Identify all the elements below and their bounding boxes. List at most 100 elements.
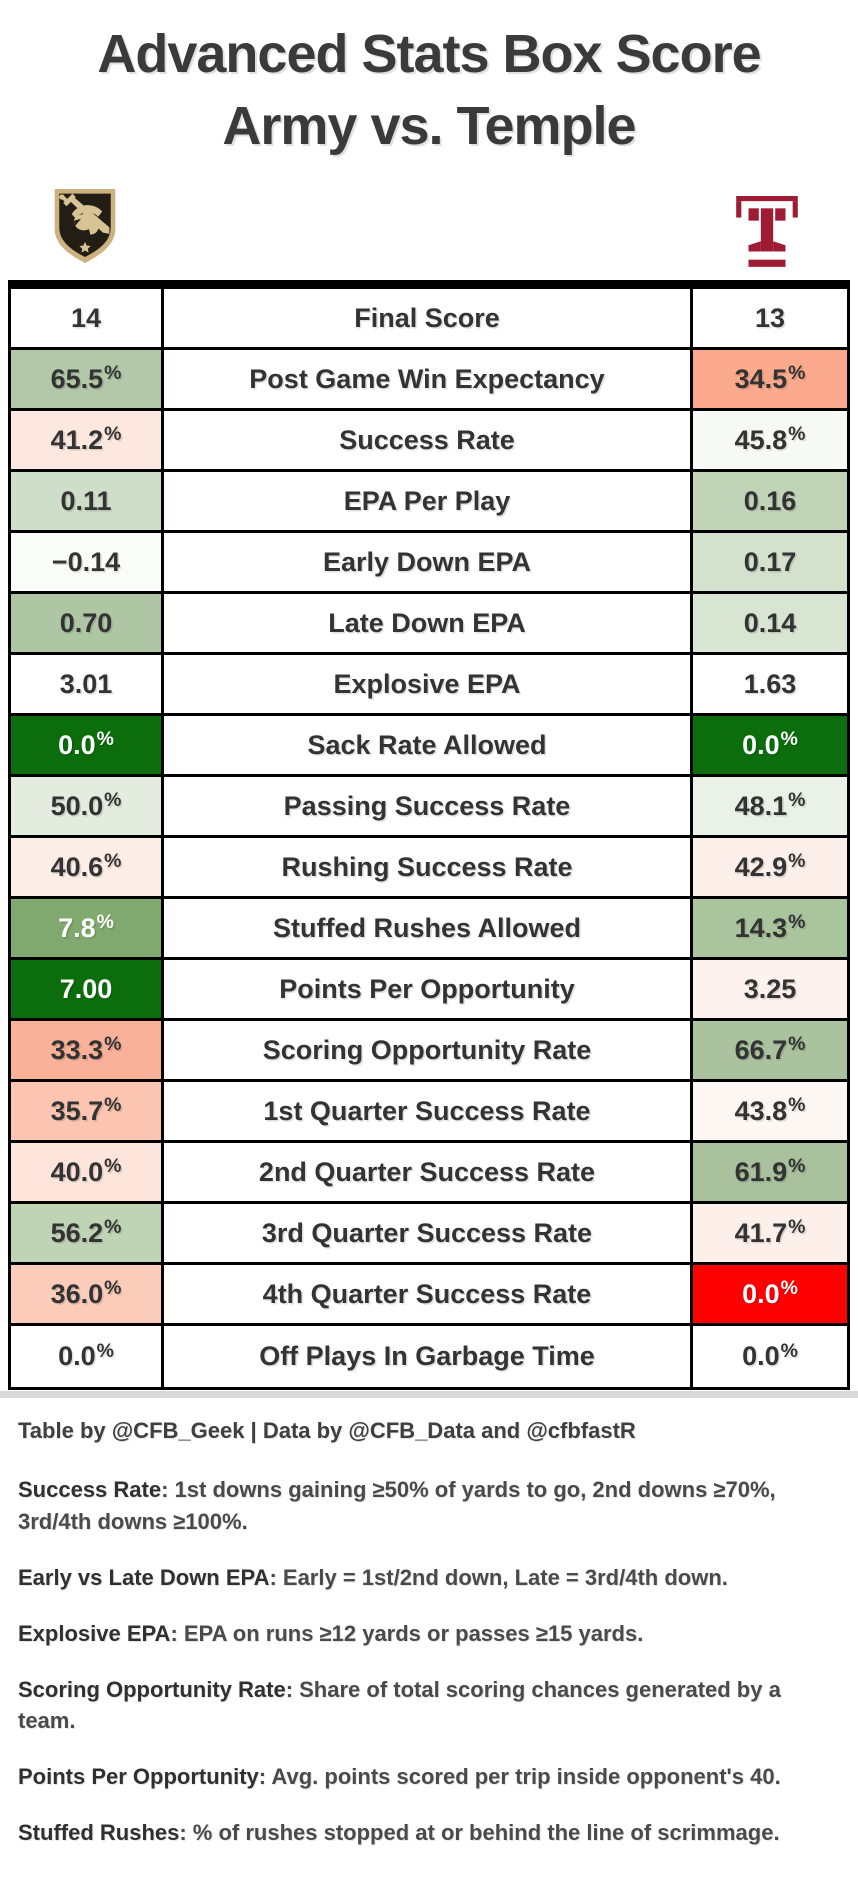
- footnote-text: : Avg. points scored per trip inside opp…: [258, 1764, 781, 1790]
- table-row: 0.0% Off Plays In Garbage Time 0.0%: [11, 1326, 847, 1387]
- footnote: Early vs Late Down EPA: Early = 1st/2nd …: [18, 1562, 818, 1594]
- stat-label-cell: 1st Quarter Success Rate: [164, 1082, 693, 1140]
- footnote-term: Success Rate: [18, 1477, 162, 1502]
- stat-label-cell: Explosive EPA: [164, 655, 693, 713]
- army-value-cell: 0.11: [11, 472, 164, 530]
- army-value-cell: 3.01: [11, 655, 164, 713]
- footnote: Points Per Opportunity: Avg. points scor…: [18, 1761, 818, 1793]
- army-value-cell: 0.0%: [11, 1326, 164, 1387]
- table-row: 3.01 Explosive EPA 1.63: [11, 655, 847, 716]
- footnote-text: : Share of total scoring chances generat…: [18, 1676, 781, 1734]
- table-row: 40.6% Rushing Success Rate 42.9%: [11, 838, 847, 899]
- temple-value-cell: 0.16: [693, 472, 847, 530]
- footnote-text: : EPA on runs ≥12 yards or passes ≥15 ya…: [170, 1620, 644, 1646]
- army-value-cell: 7.8%: [11, 899, 164, 957]
- army-value-cell: 56.2%: [11, 1204, 164, 1262]
- table-row: 33.3% Scoring Opportunity Rate 66.7%: [11, 1021, 847, 1082]
- temple-value-cell: 13: [693, 289, 847, 347]
- army-value-cell: 65.5%: [11, 350, 164, 408]
- stats-table: 14 Final Score 13 65.5% Post Game Win Ex…: [8, 280, 850, 1390]
- temple-value-cell: 34.5%: [693, 350, 847, 408]
- footnote-term: Early vs Late Down EPA: [18, 1564, 270, 1590]
- stat-label-cell: 4th Quarter Success Rate: [164, 1265, 693, 1323]
- footnote: Explosive EPA: EPA on runs ≥12 yards or …: [18, 1618, 818, 1650]
- footnote: Success Rate: 1st downs gaining ≥50% of …: [18, 1474, 818, 1538]
- temple-value-cell: 43.8%: [693, 1082, 847, 1140]
- temple-value-cell: 42.9%: [693, 838, 847, 896]
- stat-label-cell: Points Per Opportunity: [164, 960, 693, 1018]
- footnote-term: Stuffed Rushes: [18, 1820, 180, 1846]
- stat-label-cell: Stuffed Rushes Allowed: [164, 899, 693, 957]
- temple-value-cell: 0.0%: [693, 1326, 847, 1387]
- table-row: 41.2% Success Rate 45.8%: [11, 411, 847, 472]
- stat-label-cell: Sack Rate Allowed: [164, 716, 693, 774]
- table-row: 0.11 EPA Per Play 0.16: [11, 472, 847, 533]
- table-row: 14 Final Score 13: [11, 289, 847, 350]
- temple-value-cell: 0.0%: [693, 1265, 847, 1323]
- temple-value-cell: 45.8%: [693, 411, 847, 469]
- table-row: 7.8% Stuffed Rushes Allowed 14.3%: [11, 899, 847, 960]
- army-value-cell: 0.70: [11, 594, 164, 652]
- temple-logo: [736, 196, 798, 267]
- stat-label-cell: Scoring Opportunity Rate: [164, 1021, 693, 1079]
- team-logos-row: [0, 162, 858, 280]
- stat-label-cell: Final Score: [164, 289, 693, 347]
- table-row: 0.0% Sack Rate Allowed 0.0%: [11, 716, 847, 777]
- table-row: 7.00 Points Per Opportunity 3.25: [11, 960, 847, 1021]
- table-row: 0.70 Late Down EPA 0.14: [11, 594, 847, 655]
- army-value-cell: 33.3%: [11, 1021, 164, 1079]
- table-row: 50.0% Passing Success Rate 48.1%: [11, 777, 847, 838]
- footnote-term: Scoring Opportunity Rate: [18, 1676, 286, 1702]
- army-value-cell: 40.6%: [11, 838, 164, 896]
- stat-label-cell: Early Down EPA: [164, 533, 693, 591]
- army-logo: [54, 189, 116, 263]
- table-row: 36.0% 4th Quarter Success Rate 0.0%: [11, 1265, 847, 1326]
- stat-label-cell: Rushing Success Rate: [164, 838, 693, 896]
- army-value-cell: 35.7%: [11, 1082, 164, 1140]
- temple-value-cell: 66.7%: [693, 1021, 847, 1079]
- footnote-text: : % of rushes stopped at or behind the l…: [179, 1820, 780, 1846]
- stat-label-cell: Off Plays In Garbage Time: [164, 1326, 693, 1387]
- temple-value-cell: 3.25: [693, 960, 847, 1018]
- army-value-cell: 50.0%: [11, 777, 164, 835]
- stat-label-cell: 2nd Quarter Success Rate: [164, 1143, 693, 1201]
- footnote: Scoring Opportunity Rate: Share of total…: [18, 1674, 818, 1738]
- army-value-cell: 36.0%: [11, 1265, 164, 1323]
- stat-label-cell: Passing Success Rate: [164, 777, 693, 835]
- temple-value-cell: 1.63: [693, 655, 847, 713]
- stat-label-cell: Late Down EPA: [164, 594, 693, 652]
- footnote-term: Explosive EPA: [18, 1620, 171, 1646]
- temple-value-cell: 48.1%: [693, 777, 847, 835]
- footnote-text: : 1st downs gaining ≥50% of yards to go,…: [18, 1477, 776, 1534]
- temple-value-cell: 0.17: [693, 533, 847, 591]
- stat-label-cell: EPA Per Play: [164, 472, 693, 530]
- temple-value-cell: 14.3%: [693, 899, 847, 957]
- temple-value-cell: 0.14: [693, 594, 847, 652]
- army-value-cell: 40.0%: [11, 1143, 164, 1201]
- army-value-cell: 14: [11, 289, 164, 347]
- table-row: −0.14 Early Down EPA 0.17: [11, 533, 847, 594]
- army-value-cell: 0.0%: [11, 716, 164, 774]
- stat-label-cell: Success Rate: [164, 411, 693, 469]
- footnotes-section: Table by @CFB_Geek | Data by @CFB_Data a…: [0, 1398, 858, 1849]
- table-bottom-divider: [0, 1391, 858, 1398]
- army-value-cell: 7.00: [11, 960, 164, 1018]
- stat-label-cell: Post Game Win Expectancy: [164, 350, 693, 408]
- table-row: 56.2% 3rd Quarter Success Rate 41.7%: [11, 1204, 847, 1265]
- footnotes-list: Success Rate: 1st downs gaining ≥50% of …: [18, 1474, 818, 1849]
- table-row: 40.0% 2nd Quarter Success Rate 61.9%: [11, 1143, 847, 1204]
- army-value-cell: −0.14: [11, 533, 164, 591]
- page-title-line2: Army vs. Temple: [222, 96, 636, 156]
- page-title: Advanced Stats Box Score Army vs. Temple: [0, 0, 858, 162]
- credit-line: Table by @CFB_Geek | Data by @CFB_Data a…: [18, 1418, 636, 1443]
- footnote-text: : Early = 1st/2nd down, Late = 3rd/4th d…: [269, 1564, 728, 1590]
- table-row: 65.5% Post Game Win Expectancy 34.5%: [11, 350, 847, 411]
- army-value-cell: 41.2%: [11, 411, 164, 469]
- footnote: Stuffed Rushes: % of rushes stopped at o…: [18, 1817, 818, 1849]
- temple-value-cell: 41.7%: [693, 1204, 847, 1262]
- footnote-term: Points Per Opportunity: [18, 1764, 259, 1790]
- table-row: 35.7% 1st Quarter Success Rate 43.8%: [11, 1082, 847, 1143]
- page-title-line1: Advanced Stats Box Score: [97, 24, 761, 84]
- temple-value-cell: 61.9%: [693, 1143, 847, 1201]
- stat-label-cell: 3rd Quarter Success Rate: [164, 1204, 693, 1262]
